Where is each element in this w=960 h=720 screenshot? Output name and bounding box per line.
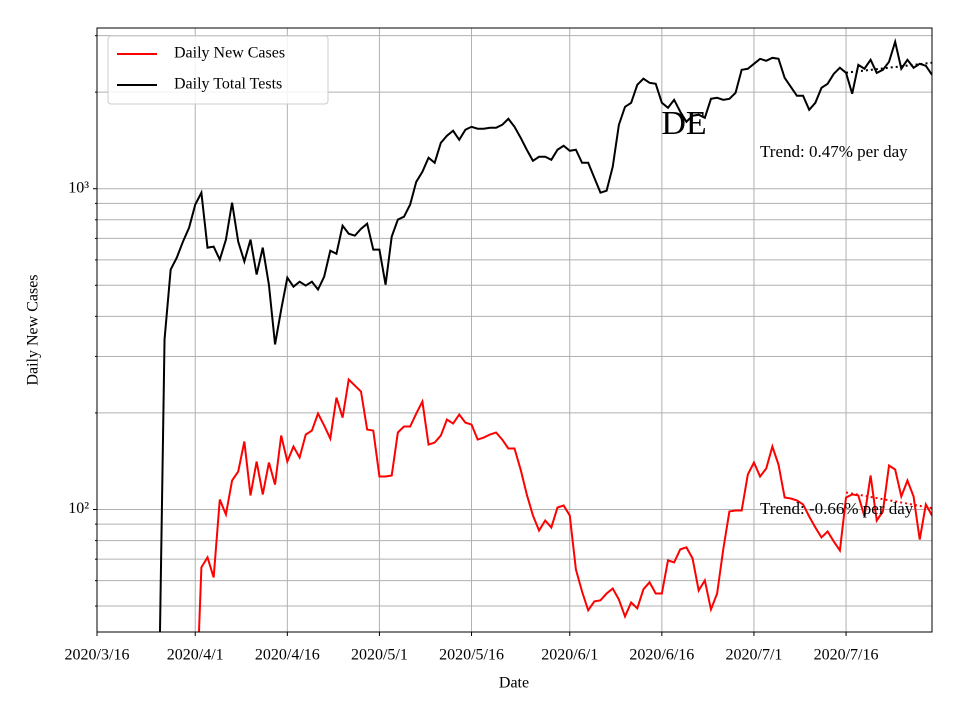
legend-box	[107, 35, 329, 105]
data-line	[197, 377, 932, 632]
annotation: DE	[661, 105, 706, 142]
y-tick-label: 10³	[68, 179, 89, 196]
y-tick-label: 10²	[68, 500, 89, 517]
x-tick-label: 2020/6/16	[629, 647, 694, 664]
x-tick-label: 2020/7/1	[726, 647, 783, 664]
annotation: Trend: 0.47% per day	[760, 142, 908, 161]
data-line	[158, 37, 932, 632]
x-tick-label: 2020/3/16	[65, 647, 130, 664]
x-tick-label: 2020/5/16	[439, 647, 504, 664]
x-tick-label: 2020/7/16	[814, 647, 879, 664]
legend: Daily New Cases Daily Total Tests	[107, 35, 329, 105]
x-tick-label: 2020/5/1	[351, 647, 408, 664]
grid	[96, 28, 932, 632]
legend-label: Daily New Cases	[174, 45, 285, 62]
plot-area	[158, 37, 932, 632]
y-axis-label: Daily New Cases	[25, 274, 42, 385]
legend-label: Daily Total Tests	[174, 76, 282, 93]
x-tick-label: 2020/4/1	[167, 647, 224, 664]
annotation: Trend: -0.66% per day	[760, 499, 914, 518]
x-tick-label: 2020/6/1	[541, 647, 598, 664]
axes-frame	[96, 27, 933, 633]
x-axis-label: Date	[499, 675, 529, 692]
x-tick-label: 2020/4/16	[255, 647, 320, 664]
